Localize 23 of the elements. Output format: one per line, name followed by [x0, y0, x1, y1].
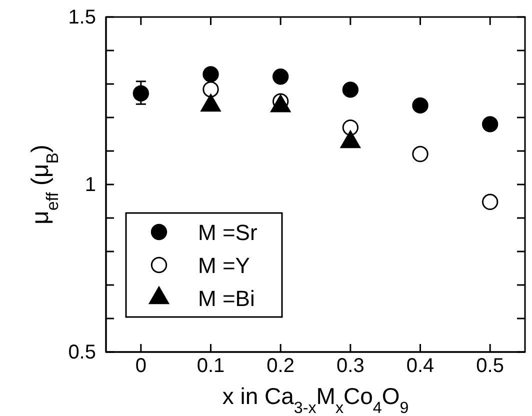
legend-label: M =Y	[198, 253, 250, 278]
x-tick-label: 0.4	[406, 355, 434, 378]
point	[272, 68, 289, 85]
point	[342, 82, 359, 98]
point	[132, 85, 150, 102]
legend-label: M =Bi	[198, 286, 255, 311]
x-tick-label: 0.1	[196, 355, 225, 378]
point	[202, 81, 219, 98]
legend-label: M =Sr	[198, 220, 258, 245]
x-tick-label: 0	[135, 355, 146, 378]
x-tick-label: 0.3	[336, 355, 364, 378]
point	[202, 66, 219, 82]
point	[482, 116, 498, 132]
y-tick-label: 1.5	[68, 6, 96, 28]
x-tick-label: 0.5	[476, 355, 504, 378]
x-tick-label: 0.2	[266, 355, 294, 378]
y-tick-label: 1	[84, 174, 96, 196]
x-axis-title: x in Ca$_{3-x}$M$_{x}$Co$_{4}$O$_{9}$	[222, 383, 409, 416]
y-tick-label: 0.5	[68, 341, 96, 364]
point	[412, 97, 428, 114]
point	[412, 146, 428, 162]
point	[482, 194, 498, 210]
point	[342, 119, 359, 136]
